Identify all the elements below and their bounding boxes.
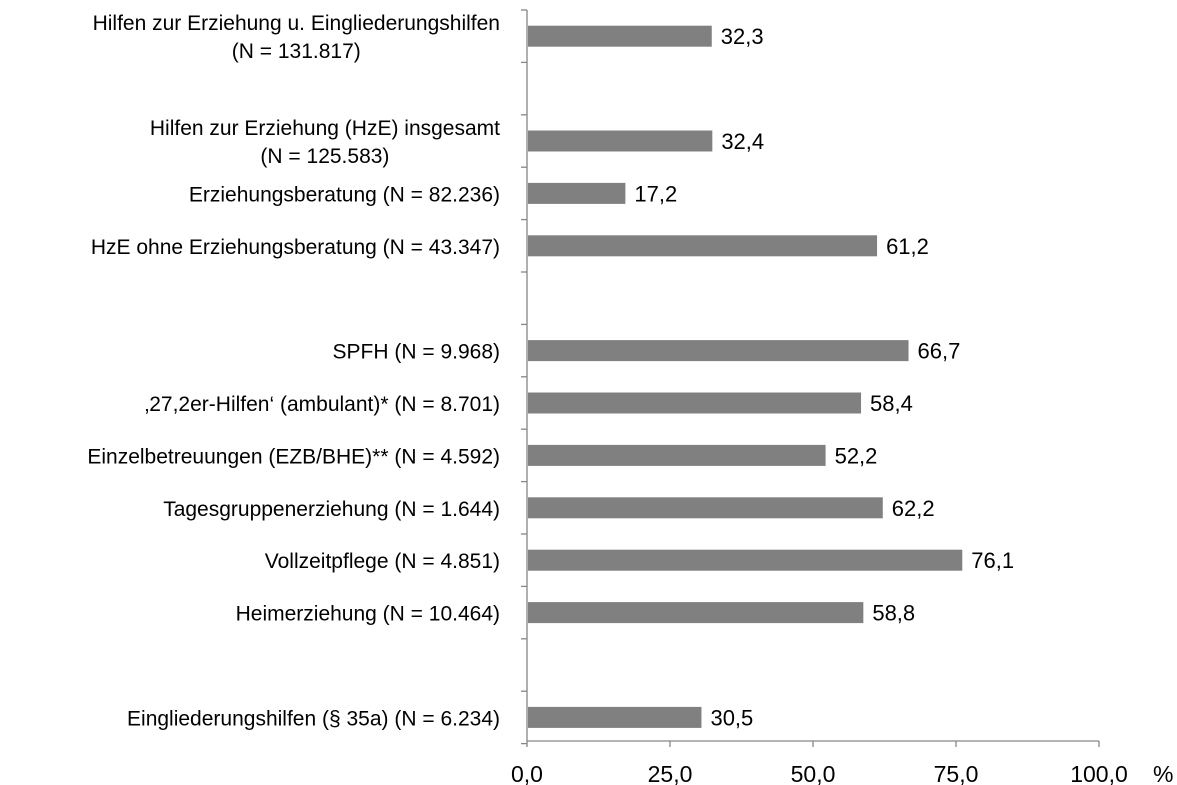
bar-value-label: 58,8 — [872, 601, 915, 626]
bar-value-label: 76,1 — [971, 548, 1014, 573]
bar-value-label: 58,4 — [870, 391, 913, 416]
bar — [528, 235, 878, 257]
bar — [528, 444, 826, 466]
category-label: Erziehungsberatung (N = 82.236) — [189, 183, 500, 206]
category-label: Einzelbetreuungen (EZB/BHE)** (N = 4.592… — [87, 445, 500, 468]
category-label-line2: (N = 125.583) — [260, 145, 389, 168]
bar — [528, 602, 864, 624]
bar — [528, 182, 626, 204]
chart-value-labels: 32,3 32,4 17,2 61,2 66,7 58,4 52,2 62,2 76,1 58,8… — [634, 24, 1014, 730]
category-label: ‚27,2er-Hilfen‘ (ambulant)* (N = 8.701) — [145, 393, 500, 416]
category-label: Eingliederungshilfen (§ 35a) (N = 6.234) — [127, 707, 500, 730]
bar-value-label: 62,2 — [892, 496, 935, 521]
category-label: Hilfen zur Erziehung (HzE) insgesamt — [150, 117, 500, 140]
bar-value-label: 52,2 — [835, 443, 878, 468]
x-tick-label: 0,0 — [511, 761, 543, 785]
bar-value-label: 30,5 — [710, 705, 753, 730]
category-label: HzE ohne Erziehungsberatung (N = 43.347) — [91, 236, 500, 259]
chart-tick-labels: 0,0 25,0 50,0 75,0 100,0 — [511, 761, 1128, 785]
bar — [528, 340, 909, 362]
category-label-line2: (N = 131.817) — [232, 40, 361, 63]
axis-unit-label: % — [1153, 761, 1173, 785]
x-tick-label: 50,0 — [791, 761, 836, 785]
bar — [528, 130, 713, 152]
bar-value-label: 32,3 — [721, 24, 764, 49]
category-label: Heimerziehung (N = 10.464) — [236, 603, 500, 626]
x-tick-label: 75,0 — [934, 761, 979, 785]
bar — [528, 25, 712, 47]
category-label: SPFH (N = 9.968) — [333, 341, 500, 364]
bar-value-label: 61,2 — [886, 234, 929, 259]
category-label: Tagesgruppenerziehung (N = 1.644) — [163, 498, 500, 521]
bar — [528, 706, 702, 728]
bar-value-label: 32,4 — [721, 129, 764, 154]
chart-bars — [528, 25, 963, 728]
chart-axes — [521, 9, 1100, 747]
bar — [528, 392, 862, 414]
bar — [528, 497, 883, 519]
bar-value-label: 66,7 — [918, 339, 961, 364]
x-tick-label: 100,0 — [1070, 761, 1128, 785]
category-label: Vollzeitpflege (N = 4.851) — [265, 550, 500, 573]
bar — [528, 549, 963, 571]
bar-value-label: 17,2 — [634, 181, 677, 206]
x-tick-label: 25,0 — [648, 761, 693, 785]
category-label: Hilfen zur Erziehung u. Eingliederungshi… — [93, 12, 500, 35]
chart-category-labels: Hilfen zur Erziehung u. Eingliederungshi… — [87, 12, 500, 730]
